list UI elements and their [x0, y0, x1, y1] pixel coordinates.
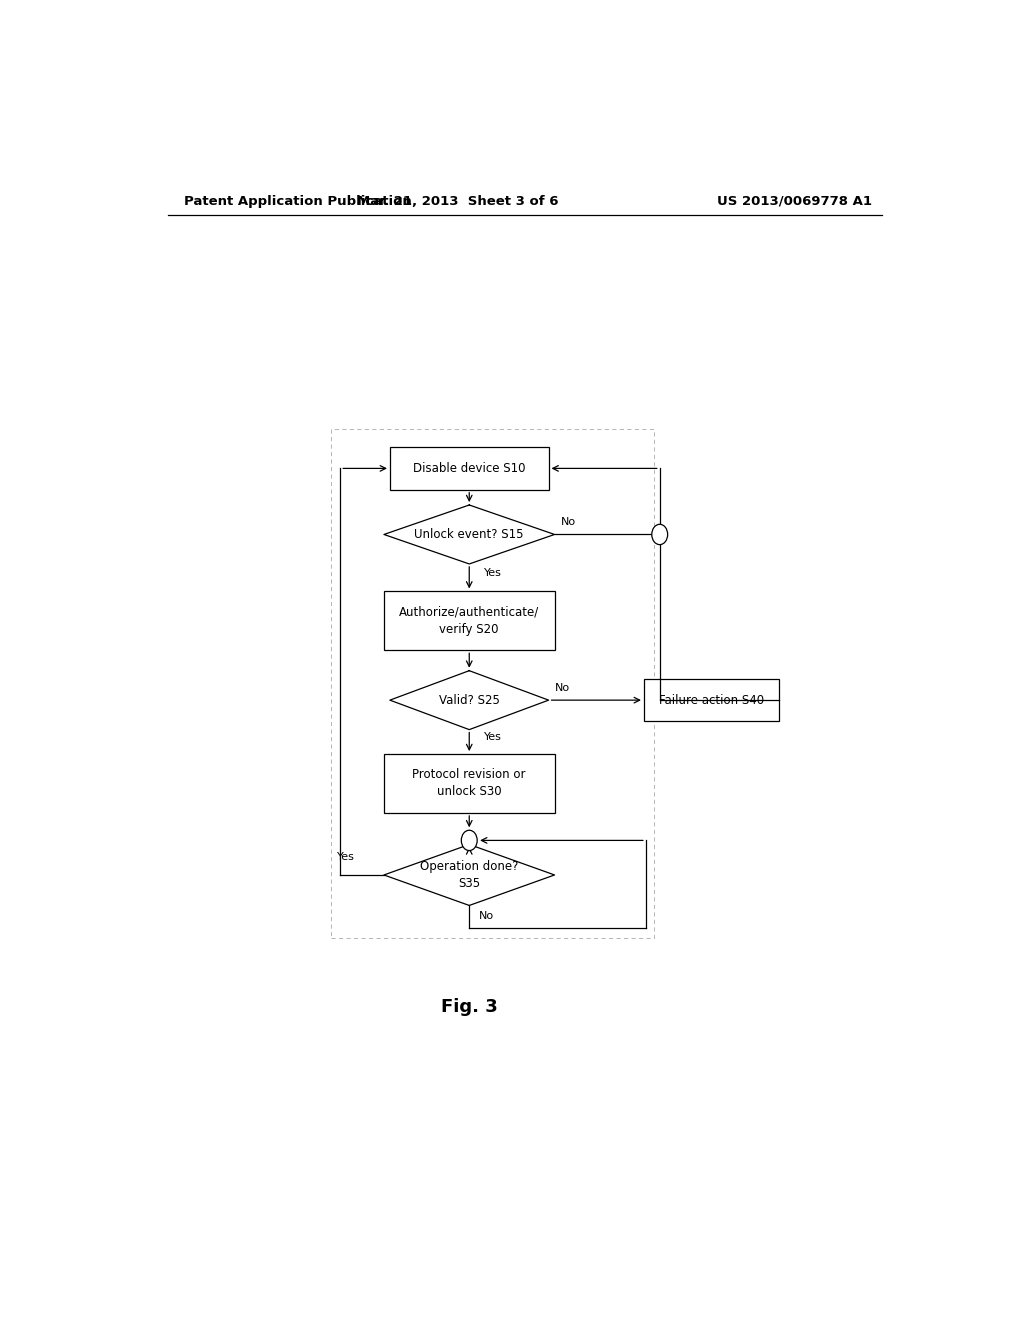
Text: No: No — [479, 911, 494, 920]
Polygon shape — [384, 845, 555, 906]
Text: Authorize/authenticate/
verify S20: Authorize/authenticate/ verify S20 — [399, 606, 540, 636]
Text: Protocol revision or
unlock S30: Protocol revision or unlock S30 — [413, 768, 526, 799]
FancyBboxPatch shape — [390, 447, 549, 490]
Circle shape — [461, 830, 477, 850]
Text: Patent Application Publication: Patent Application Publication — [183, 194, 412, 207]
Bar — [331, 429, 653, 939]
FancyBboxPatch shape — [384, 591, 555, 651]
Text: Failure action S40: Failure action S40 — [658, 693, 764, 706]
Text: No: No — [555, 682, 570, 693]
Polygon shape — [384, 506, 555, 564]
Text: Disable device S10: Disable device S10 — [413, 462, 525, 475]
Text: Valid? S25: Valid? S25 — [439, 693, 500, 706]
Text: Yes: Yes — [337, 851, 354, 862]
FancyBboxPatch shape — [384, 754, 555, 813]
Text: Operation done?
S35: Operation done? S35 — [420, 859, 518, 890]
Text: No: No — [561, 517, 577, 527]
Text: US 2013/0069778 A1: US 2013/0069778 A1 — [717, 194, 872, 207]
Text: Fig. 3: Fig. 3 — [441, 998, 498, 1016]
Text: Unlock event? S15: Unlock event? S15 — [415, 528, 524, 541]
Text: Yes: Yes — [483, 568, 502, 578]
Polygon shape — [390, 671, 549, 730]
Text: Yes: Yes — [483, 731, 502, 742]
Text: Mar. 21, 2013  Sheet 3 of 6: Mar. 21, 2013 Sheet 3 of 6 — [356, 194, 558, 207]
FancyBboxPatch shape — [644, 678, 779, 722]
Circle shape — [652, 524, 668, 545]
